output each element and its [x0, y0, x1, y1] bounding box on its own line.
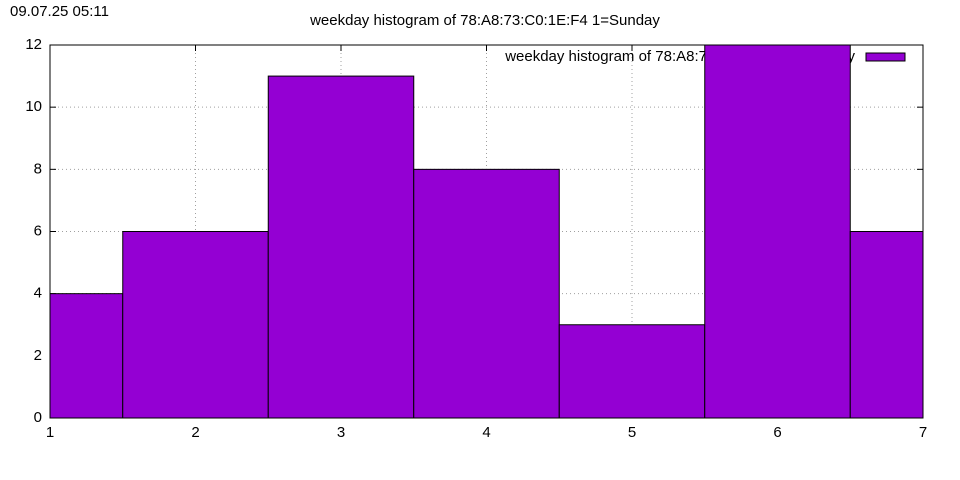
- bar: [50, 293, 124, 418]
- y-tick-label: 2: [34, 347, 42, 364]
- x-tick-label: 3: [337, 424, 345, 441]
- bar: [849, 231, 923, 418]
- bar: [122, 231, 269, 418]
- bar: [558, 324, 706, 418]
- y-tick-label: 12: [25, 36, 42, 53]
- plot-border: [49, 44, 924, 419]
- x-tick-label: 4: [482, 424, 490, 441]
- x-tick-label: 2: [191, 424, 199, 441]
- plot-area: [50, 45, 923, 418]
- x-tick-label: 5: [628, 424, 636, 441]
- y-tick-label: 8: [34, 160, 42, 177]
- bar: [704, 45, 851, 418]
- legend-swatch: [865, 52, 906, 62]
- y-tick-label: 0: [34, 409, 42, 426]
- y-tick-label: 10: [25, 98, 42, 115]
- timestamp: 09.07.25 05:11: [10, 3, 109, 20]
- bar: [267, 75, 415, 418]
- chart-title: weekday histogram of 78:A8:73:C0:1E:F4 1…: [309, 12, 660, 29]
- y-tick-label: 6: [34, 222, 42, 239]
- y-tick-label: 4: [34, 285, 42, 302]
- x-tick-label: 1: [46, 424, 54, 441]
- x-tick-label: 7: [919, 424, 927, 441]
- bar: [413, 168, 560, 418]
- x-tick-label: 6: [773, 424, 781, 441]
